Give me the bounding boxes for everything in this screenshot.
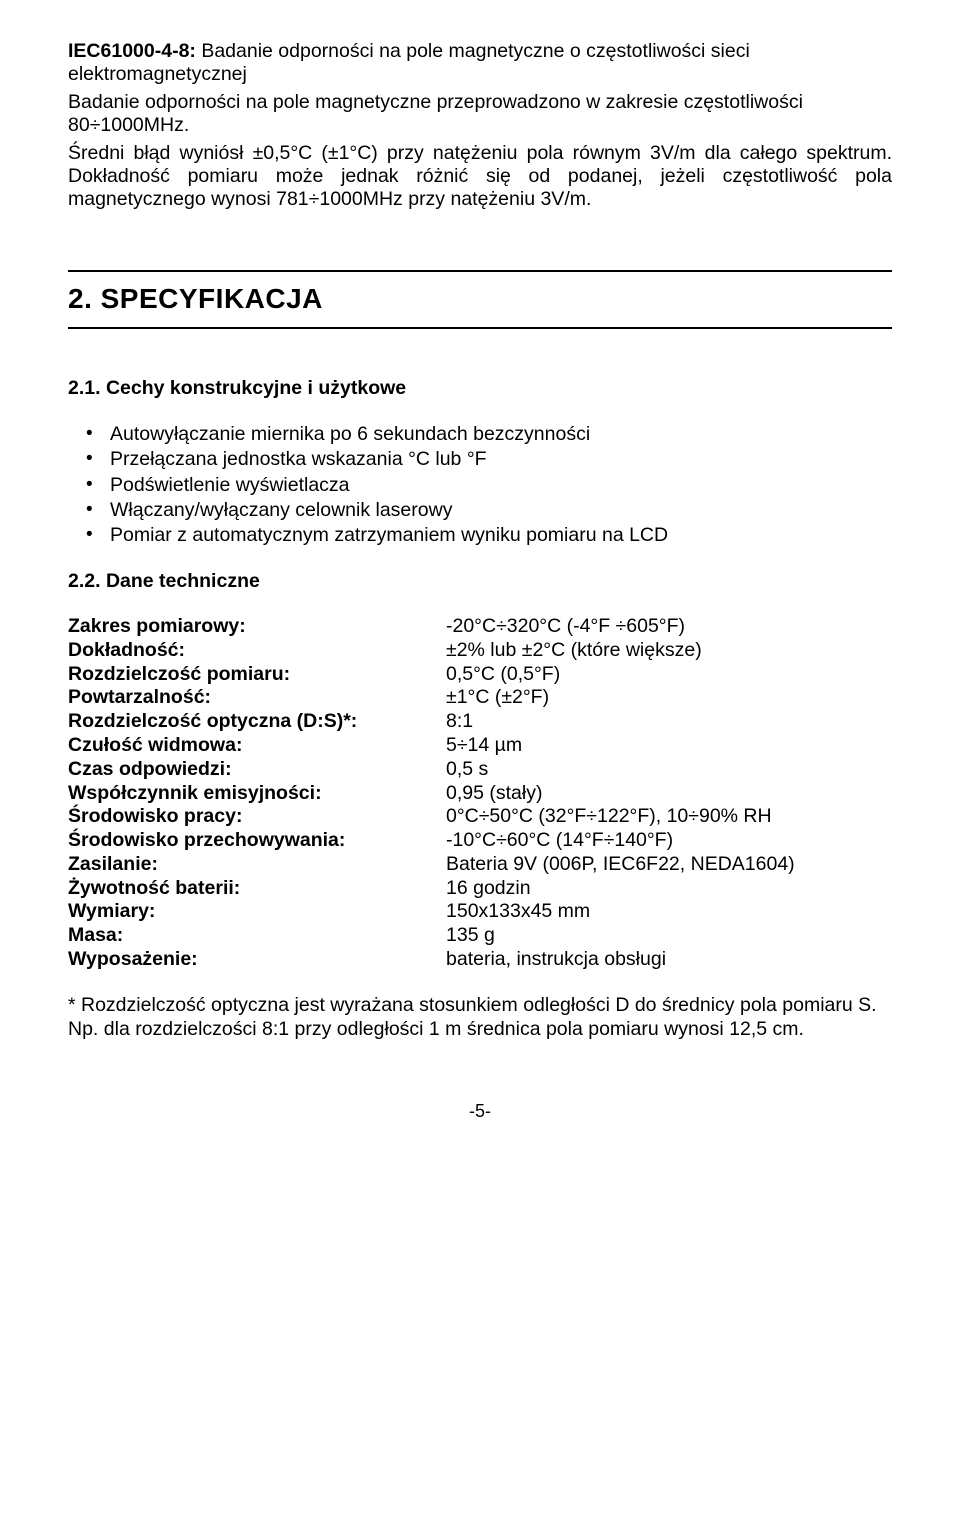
table-row: Środowisko pracy:0°C÷50°C (32°F÷122°F), … bbox=[68, 805, 892, 829]
table-row: Zakres pomiarowy:-20°C÷320°C (-4°F ÷605°… bbox=[68, 615, 892, 639]
subheading-2-2: 2.2. Dane techniczne bbox=[68, 570, 892, 593]
spec-value: ±1°C (±2°F) bbox=[446, 686, 892, 710]
list-item: Autowyłączanie miernika po 6 sekundach b… bbox=[110, 423, 892, 446]
spec-value: 150x133x45 mm bbox=[446, 900, 892, 924]
spec-value: -10°C÷60°C (14°F÷140°F) bbox=[446, 829, 892, 853]
list-item: Przełączana jednostka wskazania °C lub °… bbox=[110, 448, 892, 471]
spec-value: 5÷14 µm bbox=[446, 734, 892, 758]
table-row: Rozdzielczość optyczna (D:S)*:8:1 bbox=[68, 710, 892, 734]
divider-bottom bbox=[68, 327, 892, 329]
intro-line2: Badanie odporności na pole magnetyczne p… bbox=[68, 91, 892, 138]
intro-paragraph-2: Średni błąd wyniósł ±0,5°C (±1°C) przy n… bbox=[68, 142, 892, 212]
list-item: Włączany/wyłączany celownik laserowy bbox=[110, 499, 892, 522]
spec-label: Zakres pomiarowy: bbox=[68, 615, 446, 639]
spec-label: Rozdzielczość optyczna (D:S)*: bbox=[68, 710, 446, 734]
table-row: Żywotność baterii:16 godzin bbox=[68, 877, 892, 901]
spec-value: 0°C÷50°C (32°F÷122°F), 10÷90% RH bbox=[446, 805, 892, 829]
table-row: Czas odpowiedzi:0,5 s bbox=[68, 758, 892, 782]
footnote: * Rozdzielczość optyczna jest wyrażana s… bbox=[68, 994, 892, 1042]
table-row: Zasilanie:Bateria 9V (006P, IEC6F22, NED… bbox=[68, 853, 892, 877]
spec-value: 16 godzin bbox=[446, 877, 892, 901]
features-list: Autowyłączanie miernika po 6 sekundach b… bbox=[68, 423, 892, 548]
subheading-2-1: 2.1. Cechy konstrukcyjne i użytkowe bbox=[68, 377, 892, 400]
table-row: Powtarzalność:±1°C (±2°F) bbox=[68, 686, 892, 710]
spec-label: Współczynnik emisyjności: bbox=[68, 782, 446, 806]
spec-label: Czas odpowiedzi: bbox=[68, 758, 446, 782]
spec-label: Rozdzielczość pomiaru: bbox=[68, 663, 446, 687]
spec-value: 0,95 (stały) bbox=[446, 782, 892, 806]
table-row: Masa:135 g bbox=[68, 924, 892, 948]
intro-title-bold: IEC61000-4-8: bbox=[68, 40, 196, 62]
spec-value: 0,5°C (0,5°F) bbox=[446, 663, 892, 687]
spec-table: Zakres pomiarowy:-20°C÷320°C (-4°F ÷605°… bbox=[68, 615, 892, 972]
page-number: -5- bbox=[68, 1101, 892, 1123]
spec-label: Wymiary: bbox=[68, 900, 446, 924]
table-row: Wyposażenie:bateria, instrukcja obsługi bbox=[68, 948, 892, 972]
spec-label: Dokładność: bbox=[68, 639, 446, 663]
spec-label: Powtarzalność: bbox=[68, 686, 446, 710]
section-heading: 2. SPECYFIKACJA bbox=[68, 282, 892, 316]
spec-label: Środowisko pracy: bbox=[68, 805, 446, 829]
divider-top bbox=[68, 270, 892, 272]
spec-value: Bateria 9V (006P, IEC6F22, NEDA1604) bbox=[446, 853, 892, 877]
spec-value: -20°C÷320°C (-4°F ÷605°F) bbox=[446, 615, 892, 639]
spec-value: ±2% lub ±2°C (które większe) bbox=[446, 639, 892, 663]
list-item: Pomiar z automatycznym zatrzymaniem wyni… bbox=[110, 524, 892, 547]
spec-label: Środowisko przechowywania: bbox=[68, 829, 446, 853]
table-row: Środowisko przechowywania:-10°C÷60°C (14… bbox=[68, 829, 892, 853]
spec-label: Żywotność baterii: bbox=[68, 877, 446, 901]
spec-label: Wyposażenie: bbox=[68, 948, 446, 972]
spec-label: Zasilanie: bbox=[68, 853, 446, 877]
table-row: Współczynnik emisyjności:0,95 (stały) bbox=[68, 782, 892, 806]
table-row: Dokładność:±2% lub ±2°C (które większe) bbox=[68, 639, 892, 663]
spec-label: Masa: bbox=[68, 924, 446, 948]
spec-label: Czułość widmowa: bbox=[68, 734, 446, 758]
table-row: Rozdzielczość pomiaru:0,5°C (0,5°F) bbox=[68, 663, 892, 687]
spec-value: 135 g bbox=[446, 924, 892, 948]
table-row: Wymiary:150x133x45 mm bbox=[68, 900, 892, 924]
list-item: Podświetlenie wyświetlacza bbox=[110, 474, 892, 497]
table-row: Czułość widmowa:5÷14 µm bbox=[68, 734, 892, 758]
spec-value: 8:1 bbox=[446, 710, 892, 734]
intro-paragraph-1: IEC61000-4-8: Badanie odporności na pole… bbox=[68, 40, 892, 87]
spec-value: bateria, instrukcja obsługi bbox=[446, 948, 892, 972]
spec-value: 0,5 s bbox=[446, 758, 892, 782]
